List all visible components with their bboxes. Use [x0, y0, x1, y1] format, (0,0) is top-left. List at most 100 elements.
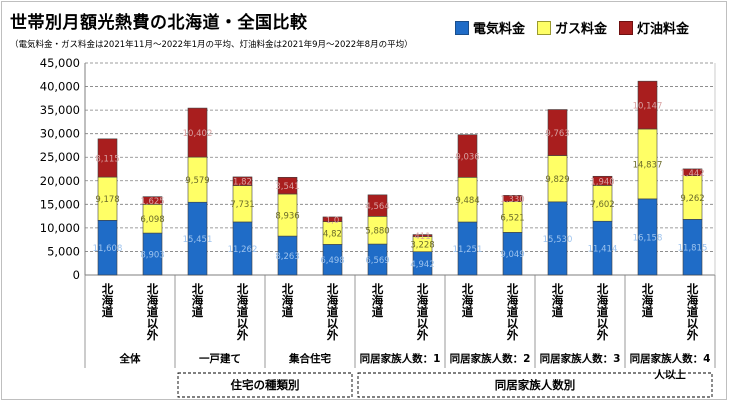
bar-segment [187, 107, 208, 158]
data-label: 15,451 [183, 235, 213, 245]
y-tick-label: 25,000 [40, 150, 80, 164]
bar-segment [277, 176, 298, 195]
bar-segment [232, 176, 253, 186]
category-label: 北海道以外 [326, 282, 340, 341]
data-label: 10,147 [633, 102, 663, 112]
data-label: 8,936 [275, 212, 299, 222]
data-label: 1,0 [326, 216, 340, 226]
data-label: 7,602 [590, 200, 614, 210]
group-label: 同居家族人数：3 [540, 352, 621, 365]
data-label: 11,608 [93, 244, 123, 254]
y-tick-label: 0 [73, 268, 80, 282]
data-label: 11,815 [678, 244, 708, 254]
chart-subtitle: （電気料金・ガス料金は2021年11月～2022年1月の平均、灯油料金は2021… [10, 40, 413, 50]
category-label: 北海道以外 [686, 282, 700, 341]
data-label: 1,442 [680, 169, 704, 179]
bar-segment [637, 80, 658, 130]
bar-segment [547, 109, 568, 156]
data-label: 11,262 [228, 245, 258, 255]
category-label: 北海道以外 [416, 282, 430, 341]
bar-segment [412, 234, 433, 237]
data-label: 5,880 [365, 227, 389, 237]
data-label: 10,402 [183, 129, 213, 139]
data-label: 9,049 [500, 250, 524, 260]
y-tick-label: 30,000 [40, 127, 80, 141]
data-label: 9,579 [185, 176, 209, 186]
data-label: 6,498 [320, 256, 344, 266]
bar-segment [457, 134, 478, 178]
legend-swatch-kerosene [619, 20, 634, 35]
data-label: 11,251 [453, 245, 483, 255]
data-label: 6,098 [140, 215, 164, 225]
bar-segment [367, 194, 388, 217]
data-label: 4,564 [365, 202, 389, 212]
data-label: 6,521 [500, 214, 524, 224]
legend-label-kerosene: 灯油料金 [637, 22, 690, 37]
data-label: 9,763 [545, 129, 569, 139]
legend: 電気料金 ガス料金 灯油料金 [455, 18, 689, 37]
data-label: 3,541 [275, 182, 299, 192]
legend-swatch-electric [455, 20, 469, 35]
y-tick-label: 10,000 [40, 221, 80, 235]
group-label: 全体 [119, 352, 141, 365]
y-tick-label: 15,000 [40, 197, 80, 211]
data-label: 14,837 [633, 160, 663, 170]
bar-segment [592, 175, 613, 186]
y-tick-label: 5,000 [47, 244, 80, 258]
category-label: 北海道 [551, 282, 565, 318]
category-label: 北海道以外 [596, 282, 610, 341]
supergroup-label: 同居家族人数別 [495, 378, 576, 392]
data-label: 1,330 [500, 195, 524, 205]
group-label: 集合住宅 [288, 352, 331, 365]
data-label: 411 [414, 232, 430, 242]
data-label: 4,942 [410, 260, 434, 270]
data-label: 1,940 [590, 177, 614, 187]
category-label: 北海道 [281, 282, 295, 318]
y-tick-label: 40,000 [40, 80, 80, 94]
category-label: 北海道 [191, 282, 205, 318]
data-label: 9,178 [95, 195, 119, 205]
bar-segment [97, 138, 118, 178]
data-label: 1,625 [140, 197, 164, 207]
category-label: 北海道 [371, 282, 385, 318]
category-label: 北海道以外 [146, 282, 160, 341]
data-label: 16,158 [633, 233, 663, 243]
group-label: 一戸建て [199, 352, 241, 365]
data-label: 6,569 [365, 256, 389, 266]
legend-item-gas: ガス料金 [537, 18, 607, 37]
data-label: 9,829 [545, 175, 569, 185]
legend-label-gas: ガス料金 [555, 22, 608, 37]
y-tick-label: 35,000 [40, 103, 80, 117]
category-label: 北海道以外 [236, 282, 250, 341]
data-label: 9,262 [680, 194, 704, 204]
legend-item-electric: 電気料金 [455, 18, 525, 37]
supergroup-label: 住宅の種類別 [231, 378, 300, 392]
group-label-line2: 人以上 [654, 368, 686, 381]
bar-segment [322, 216, 343, 222]
data-label: 8,263 [275, 252, 299, 262]
bar-segment [502, 195, 523, 202]
legend-swatch-gas [537, 20, 552, 35]
supergroup-box [357, 372, 713, 398]
bar-segment [142, 196, 163, 205]
data-label: 15,530 [543, 235, 573, 245]
data-label: 9,036 [455, 153, 479, 163]
group-label: 同居家族人数：4 [630, 352, 711, 365]
data-label: 3,228 [410, 241, 434, 251]
group-label: 同居家族人数：2 [450, 352, 531, 365]
data-label: 8,903 [140, 251, 164, 261]
data-label: 9,484 [455, 196, 479, 206]
y-tick-label: 45,000 [40, 56, 80, 70]
y-tick-label: 20,000 [40, 174, 80, 188]
data-label: 1,82 [233, 178, 252, 188]
group-label: 同居家族人数：1 [360, 352, 441, 365]
category-label: 北海道 [101, 282, 115, 318]
category-label: 北海道 [461, 282, 475, 318]
bar-segment [682, 168, 703, 177]
data-label: 11,414 [588, 245, 618, 255]
data-label: 8,115 [95, 154, 119, 164]
supergroup-box [177, 372, 353, 398]
legend-item-kerosene: 灯油料金 [619, 18, 689, 37]
